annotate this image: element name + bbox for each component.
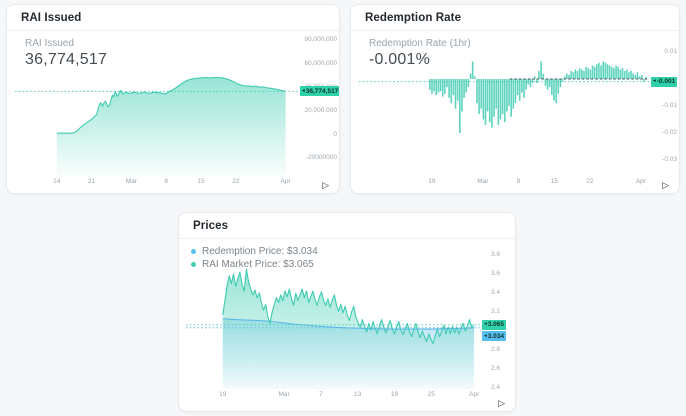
redemption-rate-card-body: Redemption Rate (1hr) -0.001% ▷ 19 Mar 8 15… [351,31,679,193]
legend-label: Redemption Price: $3.034 [202,246,318,257]
x-axis-label: 15 [197,178,205,185]
y-axis-label: 60,000,000 [304,59,337,67]
badge-value: 3.065 [487,321,505,329]
prices-card: Prices Redemption Price: $3.034 RAI Mark… [178,212,516,412]
badge-value: -0.001 [656,78,676,86]
x-axis-label: 19 [390,391,399,398]
x-axis-label: Apr [469,391,480,398]
y-axis-label: 3.6 [490,269,500,277]
x-axis-label: 13 [354,391,362,398]
stat-label: Redemption Rate (1hr) [369,38,471,49]
redemption-rate-chart[interactable] [359,31,649,177]
x-axis-label: Apr [280,178,291,185]
x-axis-label: 8 [516,178,521,185]
x-axis-label: 15 [550,178,558,185]
y-axis-label: -0.01 [662,101,677,109]
x-axis-label: 7 [319,391,323,398]
y-axis-label: -20000000 [305,154,337,162]
legend-item-rai-market-price[interactable]: RAI Market Price: $3.065 [191,258,318,271]
current-value-badge: ◂ -0.001 [651,76,678,87]
x-axis-label: Mar [278,391,290,398]
x-axis-label: 14 [53,178,61,185]
legend-dot-icon [191,249,196,254]
prices-card-body: Redemption Price: $3.034 RAI Market Pric… [179,239,515,411]
x-axis-label: Apr [635,178,646,185]
stat-value: -0.001% [369,51,430,68]
legend-label: RAI Market Price: $3.065 [202,259,314,270]
y-axis-label: 2.8 [490,346,500,354]
x-axis-label: 21 [87,178,96,185]
x-axis-label: Mar [477,178,489,185]
badge-value: 3.034 [487,332,505,340]
play-animation-icon[interactable]: ▷ [498,398,505,408]
rai-issued-card-body: RAI Issued 36,774,517 ▷ 14 21 Mar 8 15 22 Apr 8… [7,31,339,193]
stat-block: Redemption Rate (1hr) -0.001% [369,38,471,69]
x-axis-label: 25 [427,391,435,398]
x-axis-label: 19 [428,178,436,185]
chart-canvas [359,61,649,133]
y-axis-label: 2.6 [490,365,500,373]
badge-arrow-icon: ◂ [484,332,487,339]
current-value-badge: ◂ 36,774,517 [300,86,339,97]
y-axis-label: -0.02 [662,128,677,136]
legend-dot-icon [191,262,196,267]
y-axis-label: 0 [333,130,337,138]
badge-arrow-icon: ◂ [484,321,487,328]
y-axis-label: 0.01 [664,48,677,55]
x-axis-label: Mar [125,178,137,185]
stat-label: RAI Issued [25,38,74,49]
rai-issued-chart[interactable] [15,31,303,177]
current-value-badge: ◂ 3.034 [482,331,507,342]
y-axis-label: 3.8 [490,250,500,258]
chart-canvas [186,268,484,389]
current-value-badge: ◂ 3.065 [482,319,507,330]
card-title: RAI Issued [21,11,82,24]
play-animation-icon[interactable]: ▷ [322,180,329,190]
badge-arrow-icon: ◂ [302,87,305,94]
y-axis-label: 20,000,000 [304,107,337,115]
play-animation-icon[interactable]: ▷ [662,180,669,190]
stat-value: 36,774,517 [25,51,108,68]
y-axis-label: 80,000,000 [304,36,337,44]
card-title: Prices [193,219,229,232]
card-title: Redemption Rate [365,11,462,24]
card-header: Prices [179,213,515,239]
badge-arrow-icon: ◂ [653,77,656,84]
x-axis-label: 22 [586,178,594,185]
y-axis-label: 3.4 [490,288,500,296]
redemption-rate-card: Redemption Rate Redemption Rate (1hr) -0… [350,4,680,194]
chart-legend: Redemption Price: $3.034 RAI Market Pric… [191,245,318,271]
stat-block: RAI Issued 36,774,517 [25,38,107,69]
y-axis-label: -0.03 [662,155,677,163]
x-axis-label: 22 [232,178,240,185]
card-header: RAI Issued [7,5,339,31]
x-axis-label: 8 [164,178,169,185]
x-axis-label: 19 [219,391,227,398]
badge-value: 36,774,517 [305,87,339,95]
card-header: Redemption Rate [351,5,679,31]
prices-chart[interactable] [186,239,484,389]
chart-canvas [15,76,303,177]
legend-item-redemption-price[interactable]: Redemption Price: $3.034 [191,245,318,258]
rai-issued-card: RAI Issued RAI Issued 36,774,517 ▷ 14 21 M… [6,4,340,194]
y-axis-label: 2.4 [490,384,500,392]
y-axis-label: 3.2 [490,308,500,315]
